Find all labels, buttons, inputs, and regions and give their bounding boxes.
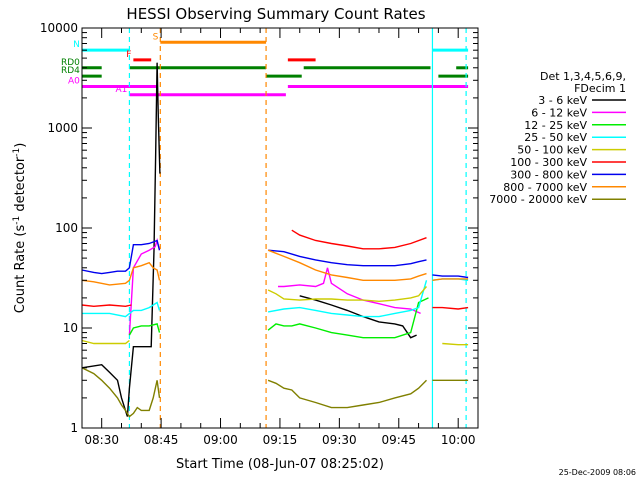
- legend-label: 7000 - 20000 keV: [489, 193, 587, 206]
- y-axis: 1 10 100 1000 10000: [40, 21, 478, 435]
- series-line-7: [432, 278, 469, 281]
- x-axis: 08:30 08:45 09:00 09:15 09:30 09:45 10:00: [84, 28, 476, 447]
- x-tick-label: 08:30: [84, 433, 119, 447]
- series-line-3: [267, 280, 428, 318]
- legend-label: 3 - 6 keV: [538, 94, 587, 107]
- series-line-1: [128, 237, 161, 336]
- x-tick-label: 09:45: [381, 433, 416, 447]
- y-tick-label: 10000: [40, 21, 78, 35]
- x-tick-label: 10:00: [441, 433, 476, 447]
- legend-label: 25 - 50 keV: [524, 131, 587, 144]
- y-axis-label: Count Rate (s-1 detector-1): [12, 143, 28, 314]
- y-label-end: ): [13, 143, 28, 148]
- legend-label: 6 - 12 keV: [531, 106, 587, 119]
- series-line-3: [81, 301, 161, 318]
- flag-label: A0: [68, 77, 80, 87]
- y-tick-label: 1000: [47, 121, 78, 135]
- vertical-markers: [128, 28, 467, 428]
- legend-label: 300 - 800 keV: [510, 168, 587, 181]
- x-axis-label: Start Time (08-Jun-07 08:25:02): [176, 457, 384, 472]
- y-label-mid: detector: [13, 156, 28, 216]
- series-line-5: [432, 306, 469, 310]
- y-label-sup-2: -1: [12, 148, 22, 157]
- x-tick-label: 09:00: [203, 433, 238, 447]
- series-line-4: [81, 339, 130, 345]
- series-line-5: [291, 229, 427, 250]
- series-line-5: [81, 304, 132, 308]
- series-line-8: [267, 379, 427, 409]
- y-tick-label: 100: [55, 221, 78, 235]
- series-line-8: [81, 367, 161, 418]
- series-lines: [81, 62, 469, 418]
- legend-header-2: FDecim 1: [574, 82, 626, 95]
- x-tick-label: 09:15: [263, 433, 298, 447]
- series-line-4: [442, 342, 469, 346]
- flag-label: F: [126, 50, 131, 60]
- series-line-6: [81, 239, 161, 275]
- series-line-2: [267, 297, 429, 339]
- series-line-7: [81, 261, 161, 286]
- flag-label: N: [73, 40, 80, 50]
- series-line-7: [267, 249, 427, 281]
- y-tick-label: 1: [70, 421, 78, 435]
- series-line-2: [128, 323, 161, 336]
- chart-title: HESSI Observing Summary Count Rates: [126, 5, 425, 23]
- series-line-6: [432, 274, 469, 279]
- legend-label: 12 - 25 keV: [524, 119, 587, 132]
- x-tick-label: 08:45: [144, 433, 179, 447]
- timestamp: 25-Dec-2009 08:06: [559, 468, 636, 477]
- flag-label: S: [153, 32, 159, 42]
- flag-label: A1: [116, 85, 128, 95]
- series-line-0: [81, 62, 161, 417]
- series-line-1: [278, 267, 421, 315]
- legend-label: 800 - 7000 keV: [503, 181, 587, 194]
- series-line-4: [267, 286, 428, 303]
- legend-label: 50 - 100 keV: [517, 144, 587, 157]
- series-line-6: [268, 249, 427, 267]
- flag-label: RD4: [61, 66, 80, 76]
- x-tick-label: 09:30: [322, 433, 357, 447]
- y-tick-label: 10: [63, 321, 78, 335]
- legend-header-1: Det 1,3,4,5,6,9,: [540, 70, 626, 83]
- y-label-main: Count Rate (s: [13, 225, 28, 314]
- series-line-0: [299, 295, 417, 339]
- legend-label: 100 - 300 keV: [510, 156, 587, 169]
- y-label-sup-1: -1: [12, 216, 22, 225]
- flag-label: RD0: [61, 58, 80, 68]
